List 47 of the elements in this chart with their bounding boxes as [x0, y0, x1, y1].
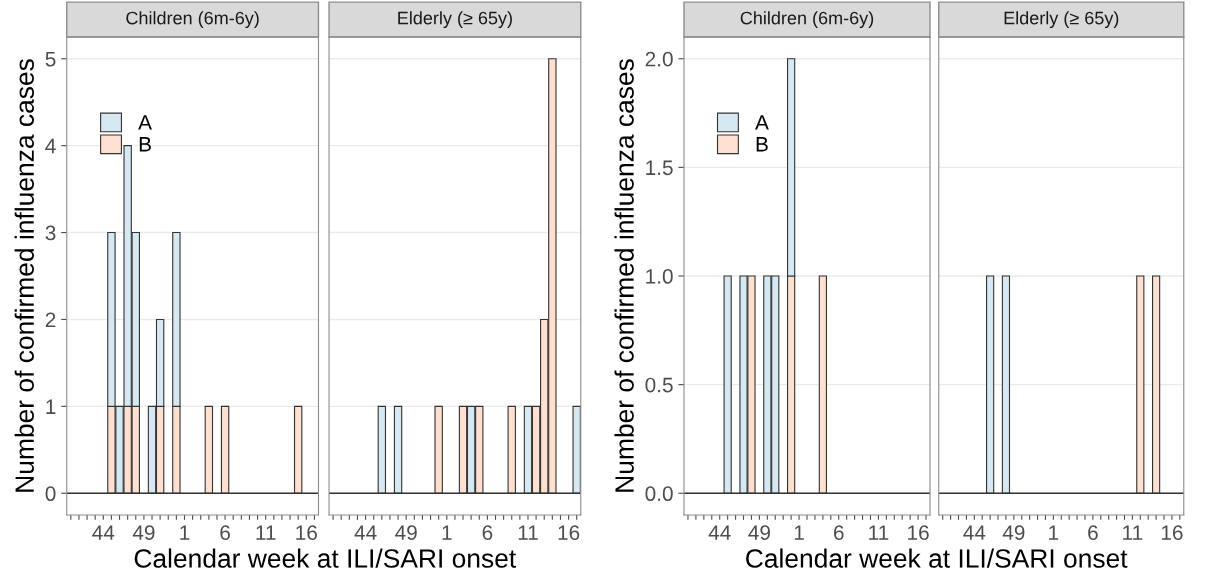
y-tick-label: 1 — [46, 399, 56, 414]
x-tick-label: 6 — [834, 525, 844, 541]
y-tick-label: 4 — [45, 138, 56, 154]
chart-title: Elderly (≥ 65y) — [1004, 11, 1119, 28]
legend-label: B — [756, 137, 768, 152]
chart-title: Children (6m-6y) — [740, 11, 874, 28]
legend-label: A — [138, 115, 152, 130]
x-tick-label: 6 — [1088, 525, 1098, 541]
x-tick-label: 16 — [558, 525, 580, 541]
y-tick-label: 3 — [45, 225, 56, 241]
y-tick-label: 0.0 — [645, 486, 673, 502]
x-tick-label: 16 — [1161, 525, 1183, 541]
y-axis-title: Number of confirmed influenza cases — [614, 59, 634, 492]
x-tick-label: 16 — [296, 525, 317, 541]
x-tick-label: 6 — [482, 525, 493, 541]
y-tick-label: 0.5 — [645, 377, 673, 393]
y-tick-label: 5 — [45, 51, 56, 67]
legend-label: A — [755, 115, 769, 130]
x-tick-label: 1 — [180, 525, 190, 540]
x-tick-label: 16 — [908, 525, 929, 541]
y-axis-title: Number of confirmed influenza cases — [14, 59, 34, 492]
y-tick-label: 1.0 — [646, 269, 673, 284]
chart-title: Elderly (≥ 65y) — [398, 11, 512, 28]
x-tick-label: 11 — [256, 525, 276, 540]
y-tick-label: 1.5 — [646, 160, 673, 176]
x-tick-label: 1 — [794, 525, 804, 540]
x-axis-title: Calendar week at ILI/SARI onset — [746, 548, 1128, 568]
x-tick-label: 11 — [869, 525, 889, 540]
x-tick-label: 49 — [395, 525, 417, 541]
x-axis-title: Calendar week at ILI/SARI onset — [134, 548, 516, 568]
x-tick-label: 49 — [1002, 525, 1025, 541]
y-tick-label: 0 — [45, 486, 56, 502]
x-tick-label: 44 — [354, 525, 377, 540]
x-tick-label: 44 — [708, 525, 731, 540]
x-tick-label: 11 — [518, 525, 538, 540]
x-tick-label: 49 — [748, 525, 770, 541]
chart-title: Children (6m-6y) — [126, 11, 259, 28]
x-tick-label: 1 — [1049, 525, 1059, 540]
x-tick-label: 6 — [220, 525, 230, 541]
x-tick-label: 11 — [1123, 525, 1143, 540]
legend-label: B — [139, 137, 151, 152]
x-tick-label: 1 — [442, 525, 452, 540]
x-tick-label: 49 — [132, 525, 155, 541]
x-tick-label: 44 — [963, 525, 986, 540]
y-tick-label: 2.0 — [645, 51, 673, 67]
x-tick-label: 44 — [92, 525, 115, 540]
y-tick-label: 2 — [45, 312, 56, 328]
